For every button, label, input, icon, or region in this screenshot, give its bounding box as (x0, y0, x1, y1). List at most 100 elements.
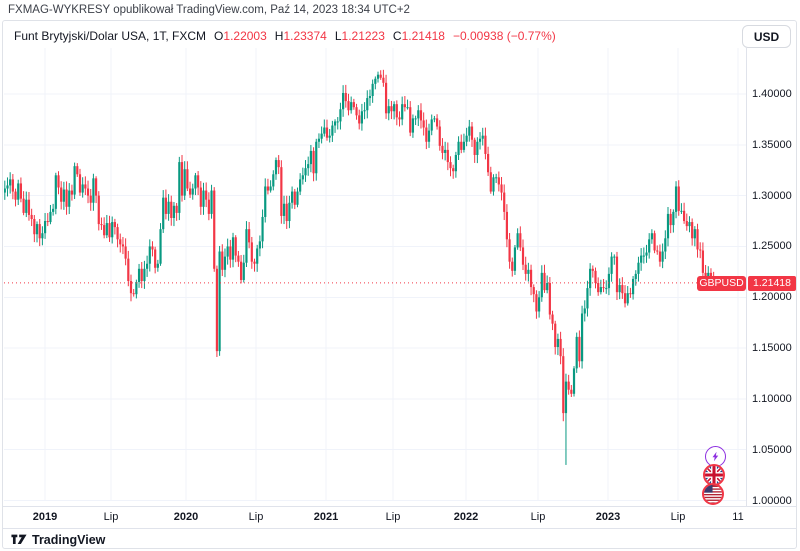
candle-body (288, 202, 291, 222)
candle-body (258, 241, 261, 249)
candle-body (331, 125, 334, 136)
candle-body (470, 126, 474, 140)
candle-body (202, 190, 205, 207)
candle-body (677, 186, 680, 211)
price-chart[interactable] (4, 48, 746, 506)
candle-body (586, 288, 589, 309)
currency-button[interactable]: USD (742, 25, 791, 48)
candle-body (422, 120, 425, 128)
candle-body (589, 268, 592, 289)
time-axis[interactable]: 2019 Lip 2020 Lip 2021 Lip 2022 Lip 2023 Lip 11 (3, 507, 796, 528)
tradingview-logo[interactable]: TradingView (11, 533, 105, 547)
candle-body (73, 166, 76, 195)
us-flag-glyph (704, 485, 722, 503)
candle-body (336, 121, 339, 123)
candle-body (162, 197, 165, 230)
candle-body (239, 261, 243, 280)
candle-body (154, 249, 157, 268)
candle-body (591, 268, 594, 271)
candle-wick (592, 265, 594, 278)
price-axis[interactable]: 1.40000 1.35000 1.30000 1.25000 1.20000 1.150… (747, 48, 797, 507)
candle-body (4, 188, 6, 193)
candle-body (167, 201, 170, 214)
ohlc-item: O1.22003 (214, 29, 267, 43)
candle-body (156, 263, 159, 268)
candle-body (188, 188, 192, 195)
candle-body (481, 135, 484, 139)
candle-body (693, 229, 696, 239)
candle-body (497, 177, 500, 185)
candle-body (92, 178, 95, 203)
candle-body (583, 308, 586, 314)
candle-body (325, 127, 329, 138)
candle-body (406, 107, 409, 109)
time-axis-label: Lip (670, 511, 686, 523)
candle-body (374, 78, 377, 84)
candle-body (223, 256, 227, 270)
candle-body (282, 203, 286, 216)
candle-body (320, 133, 323, 139)
candle-body (264, 186, 267, 217)
candle-wick (603, 278, 605, 293)
candle-body (637, 262, 640, 274)
candle-body (290, 191, 294, 203)
candle-body (548, 283, 551, 315)
candle-body (103, 225, 106, 236)
candle-body (315, 141, 318, 174)
candle-body (403, 104, 406, 108)
candle-body (653, 233, 656, 251)
candle-body (554, 323, 557, 348)
candle-body (674, 186, 678, 212)
time-axis-label: Lip (248, 511, 264, 523)
candle-body (43, 221, 47, 234)
candle-body (505, 211, 508, 240)
candle-body (613, 256, 616, 258)
candle-body (253, 261, 256, 264)
candle-body (105, 223, 108, 236)
candle-body (17, 183, 20, 200)
candle-body (339, 109, 342, 122)
symbol-title[interactable]: Funt Brytyjski/Dolar USA, 1T, FXCM (14, 29, 207, 43)
us-flag-icon[interactable] (702, 483, 724, 505)
candle-body (656, 250, 659, 252)
candle-body (84, 184, 87, 189)
candle-body (237, 255, 240, 262)
candle-body (54, 175, 57, 209)
candle-body (599, 287, 602, 293)
candle-body (607, 273, 611, 289)
candle-body (527, 269, 530, 274)
candle-body (532, 287, 535, 295)
price-axis-label: 1.20000 (752, 291, 792, 304)
candle-body (513, 247, 517, 271)
candle-body (441, 145, 444, 153)
candle-body (86, 188, 90, 196)
candle-body (685, 221, 688, 227)
candle-body (666, 213, 670, 239)
candle-body (143, 268, 146, 281)
candle-body (645, 252, 648, 256)
candle-body (33, 218, 36, 235)
candle-body (266, 186, 270, 191)
candle-body (113, 222, 116, 228)
candle-body (680, 210, 683, 212)
candle-body (446, 149, 449, 163)
candle-body (22, 198, 25, 213)
candle-body (618, 285, 621, 293)
candle-body (250, 242, 253, 262)
candle-body (355, 107, 358, 116)
candle-body (366, 98, 369, 111)
candle-body (132, 293, 135, 295)
candle-body (572, 368, 576, 394)
time-axis-label: 2021 (313, 511, 339, 523)
candle-body (631, 278, 635, 295)
candle-body (342, 92, 345, 110)
candle-body (419, 110, 423, 121)
candle-body (19, 183, 23, 199)
candle-body (363, 110, 366, 112)
candle-body (672, 211, 675, 226)
candle-body (360, 111, 364, 124)
symbol-price-pill: GBPUSD (697, 276, 746, 291)
candle-body (535, 294, 538, 312)
candle-body (658, 251, 662, 262)
candle-body (546, 283, 549, 291)
